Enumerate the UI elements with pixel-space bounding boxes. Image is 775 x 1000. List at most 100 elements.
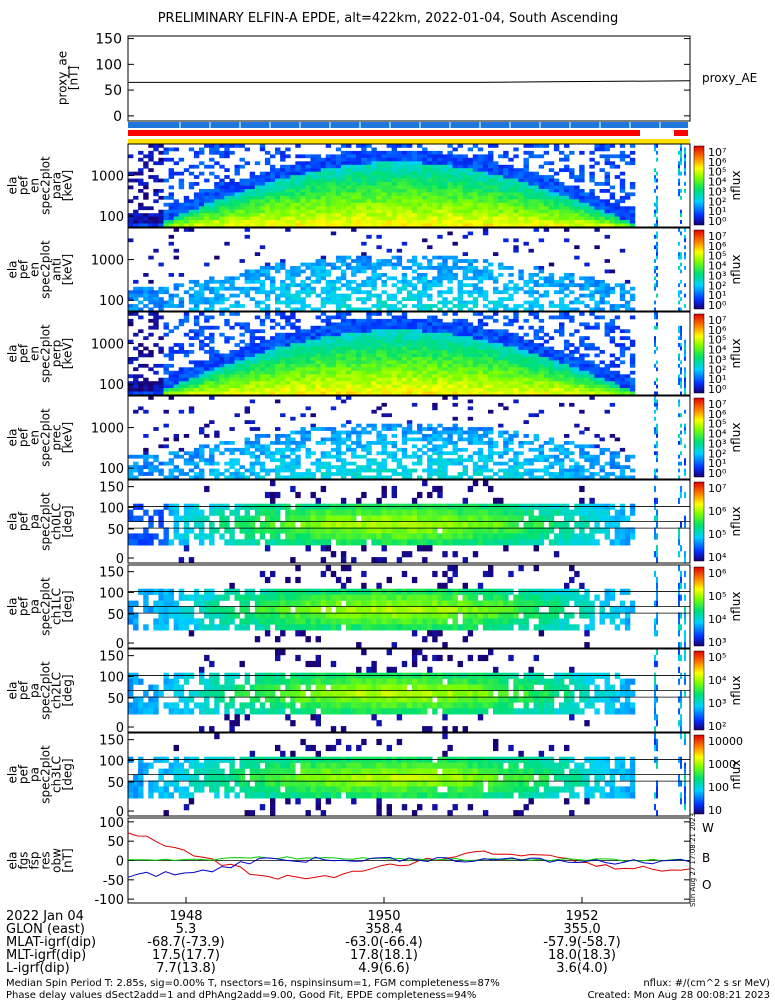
proxy-ae-line — [128, 80, 691, 83]
colorbar-label: nflux — [729, 592, 743, 622]
panel-ytick-label: 100 — [99, 754, 124, 769]
spectrogram-en-anti — [128, 228, 686, 312]
ephem-value: 17.8(18.1) — [350, 948, 418, 963]
panel-ylabel-pa-ch2-line: spec2plot — [39, 661, 53, 720]
panel-ylabel-en-anti-line: [keV] — [61, 254, 75, 285]
ephem-label: MLT-igrf(dip) — [6, 948, 86, 963]
status-bar-blue — [128, 122, 688, 128]
mag-ytick-label: 0 — [116, 855, 124, 870]
colorbar-tick-label: 10⁰ — [708, 467, 727, 480]
panel-ytick-label: 150 — [99, 734, 124, 749]
ephem-label: L-igrf(dip) — [6, 961, 70, 976]
panel-ylabel-pa-ch0-line: ela — [6, 512, 20, 530]
panel-ylabel-pa-ch1-line: pa — [28, 599, 42, 614]
colorbar-tick-label: 10⁴ — [708, 176, 727, 189]
mag-ylabel-line: res — [39, 851, 53, 869]
mag-legend-W: W — [702, 821, 714, 835]
proxy-ae-legend: proxy_AE — [702, 71, 757, 85]
proxy-ae-ylabel-line: proxy_ae — [56, 51, 70, 105]
colorbar-tick-label: 10⁶ — [708, 567, 727, 580]
colorbar-tick-label: 10⁵ — [708, 250, 726, 263]
panel-ylabel-pa-ch1-line: ela — [6, 597, 20, 615]
panel-ylabel-en-prec-line: [keV] — [61, 422, 75, 453]
ephem-value: 3.6(4.0) — [556, 961, 608, 976]
mag-ylabel-line: fsp — [28, 851, 42, 869]
colorbar-tick-label: 100 — [708, 781, 729, 794]
colorbar-label: nflux — [729, 676, 743, 706]
footer-created: Created: Mon Aug 28 00:08:21 2023 — [587, 990, 770, 1000]
colorbar-pa-ch1 — [693, 566, 705, 647]
colorbar-tick-label: 10⁴ — [708, 551, 727, 564]
panel-ytick-label: 0 — [116, 805, 124, 820]
proxy-ae-frame — [127, 35, 691, 122]
colorbar-tick-label: 10 — [708, 804, 722, 817]
panel-ylabel-en-perp-line: [keV] — [61, 338, 75, 369]
colorbar-tick-label: 10² — [708, 279, 726, 292]
colorbar-tick-label: 10⁴ — [708, 613, 727, 626]
panel-ylabel-en-anti-line: en — [28, 262, 42, 277]
panel-ytick-label: 0 — [116, 552, 124, 567]
panel-ytick-label: 100 — [99, 210, 124, 225]
panel-ytick-label: 100 — [99, 501, 124, 516]
panel-ylabel-pa-ch3-line: pef — [17, 764, 31, 784]
proxy-ae-ytick-label: 0 — [113, 109, 122, 125]
colorbar-tick-label: 10⁶ — [708, 505, 727, 518]
panel-ylabel-en-perp-line: perp — [50, 340, 64, 368]
panel-ytick-label: 50 — [107, 523, 124, 538]
panel-ylabel-pa-ch3-line: ela — [6, 765, 20, 783]
colorbar-tick-label: 10⁶ — [708, 156, 727, 169]
ephem-label: 2022 Jan 04 — [6, 909, 84, 924]
panel-ytick-label: 1000 — [91, 170, 124, 185]
colorbar-tick-label: 10¹ — [708, 457, 726, 470]
ephem-value: 5.3 — [176, 922, 197, 937]
colorbar-tick-label: 10⁵ — [708, 418, 726, 431]
colorbar-tick-label: 10³ — [708, 185, 726, 198]
panel-ylabel-pa-ch0-line: pef — [17, 511, 31, 531]
colorbar-tick-label: 10³ — [708, 269, 726, 282]
mag-ytick-label: 100 — [99, 816, 124, 831]
colorbar-label: nflux — [729, 339, 743, 369]
ephem-value: 17.5(17.7) — [152, 948, 220, 963]
panel-ylabel-pa-ch2-line: ela — [6, 681, 20, 699]
colorbar-pa-ch3 — [693, 734, 705, 815]
panel-ylabel-pa-ch3-line: [deg] — [61, 759, 75, 791]
side-timestamp: Sun Aug 27 17:08:21 2023 — [689, 813, 697, 907]
panel-ytick-label: 50 — [107, 776, 124, 791]
panel-ylabel-pa-ch2-line: pa — [28, 683, 42, 698]
panel-ytick-label: 100 — [99, 586, 124, 601]
figure-title: PRELIMINARY ELFIN-A EPDE, alt=422km, 202… — [158, 11, 619, 26]
panel-ytick-label: 150 — [99, 650, 124, 665]
mag-series-O — [127, 856, 691, 878]
colorbar-tick-label: 10³ — [708, 636, 726, 649]
panel-ylabel-pa-ch0-line: ch0LC — [50, 503, 64, 540]
colorbar-tick-label: 10² — [708, 720, 726, 733]
status-bar-red — [128, 130, 640, 136]
mag-series-B — [127, 856, 691, 863]
panel-ylabel-en-prec-line: pef — [17, 427, 31, 447]
mag-legend-O: O — [702, 878, 711, 892]
ephem-value: 7.7(13.8) — [156, 961, 216, 976]
panel-ylabel-pa-ch2-line: [deg] — [61, 675, 75, 707]
panel-ylabel-pa-ch3-line: spec2plot — [39, 745, 53, 804]
colorbar-tick-label: 10⁶ — [708, 240, 727, 253]
mag-ytick-label: -100 — [94, 893, 124, 908]
panel-ytick-label: 0 — [116, 721, 124, 736]
panel-ylabel-en-para-line: en — [28, 178, 42, 193]
colorbar-tick-label: 10¹ — [708, 289, 726, 302]
footer-line-1: Median Spin Period T: 2.85s, sig=0.00% T… — [6, 978, 500, 989]
colorbar-tick-label: 10⁷ — [708, 146, 726, 159]
mag-ylabel-line: fgs — [17, 851, 31, 869]
colorbar-en-para — [693, 145, 705, 226]
colorbar-tick-label: 10⁶ — [708, 408, 727, 421]
ephem-label: GLON (east) — [6, 922, 85, 937]
panel-ylabel-pa-ch0-line: spec2plot — [39, 492, 53, 551]
spectrogram-pa-ch1 — [128, 565, 686, 649]
panel-ylabel-en-para-line: para — [50, 172, 64, 199]
panel-ylabel-en-perp-line: pef — [17, 343, 31, 363]
colorbar-tick-label: 10⁷ — [708, 398, 726, 411]
mag-series-W — [127, 832, 691, 880]
